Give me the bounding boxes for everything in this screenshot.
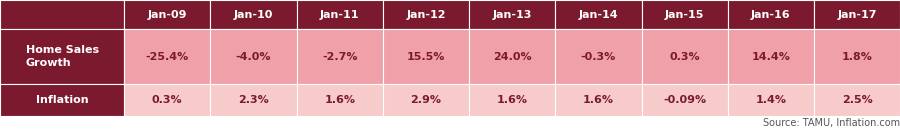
Bar	[728, 29, 814, 84]
Bar	[728, 84, 814, 116]
Bar	[814, 29, 900, 84]
Text: Jan-11: Jan-11	[320, 10, 359, 19]
Text: -0.09%: -0.09%	[663, 95, 706, 105]
Bar	[0, 29, 124, 84]
Text: Jan-16: Jan-16	[751, 10, 791, 19]
Text: Jan-17: Jan-17	[837, 10, 877, 19]
Bar	[382, 84, 469, 116]
Text: 2.9%: 2.9%	[410, 95, 442, 105]
Text: Jan-12: Jan-12	[406, 10, 446, 19]
Bar	[124, 0, 211, 29]
Bar	[297, 84, 382, 116]
Bar	[211, 29, 297, 84]
Bar	[642, 29, 728, 84]
Text: 15.5%: 15.5%	[407, 52, 446, 62]
Bar	[382, 29, 469, 84]
Text: -25.4%: -25.4%	[146, 52, 189, 62]
Bar	[211, 84, 297, 116]
Bar	[124, 84, 211, 116]
Bar	[297, 0, 382, 29]
Text: 14.4%: 14.4%	[752, 52, 790, 62]
Text: -0.3%: -0.3%	[580, 52, 616, 62]
Bar	[0, 84, 124, 116]
Text: 0.3%: 0.3%	[670, 52, 700, 62]
Text: -4.0%: -4.0%	[236, 52, 271, 62]
Bar	[814, 0, 900, 29]
Bar	[555, 84, 642, 116]
Text: 24.0%: 24.0%	[493, 52, 532, 62]
Text: 1.8%: 1.8%	[842, 52, 872, 62]
Text: 0.3%: 0.3%	[152, 95, 183, 105]
Text: Jan-14: Jan-14	[579, 10, 618, 19]
Bar	[211, 0, 297, 29]
Text: 1.4%: 1.4%	[755, 95, 787, 105]
Bar	[297, 29, 382, 84]
Text: 1.6%: 1.6%	[497, 95, 527, 105]
Text: Jan-13: Jan-13	[492, 10, 532, 19]
Bar	[469, 0, 555, 29]
Bar	[555, 29, 642, 84]
Text: Home Sales
Growth: Home Sales Growth	[25, 45, 99, 68]
Bar	[642, 84, 728, 116]
Bar	[382, 0, 469, 29]
Text: -2.7%: -2.7%	[322, 52, 357, 62]
Text: 2.5%: 2.5%	[842, 95, 872, 105]
Text: Jan-10: Jan-10	[234, 10, 274, 19]
Text: Source: TAMU, Inflation.com: Source: TAMU, Inflation.com	[763, 118, 900, 128]
Text: Jan-15: Jan-15	[665, 10, 705, 19]
Bar	[124, 29, 211, 84]
Text: 1.6%: 1.6%	[583, 95, 614, 105]
Bar	[814, 84, 900, 116]
Text: Jan-09: Jan-09	[148, 10, 187, 19]
Bar	[642, 0, 728, 29]
Text: 2.3%: 2.3%	[238, 95, 269, 105]
Bar	[555, 0, 642, 29]
Text: Inflation: Inflation	[36, 95, 88, 105]
Bar	[728, 0, 814, 29]
Bar	[469, 29, 555, 84]
Text: 1.6%: 1.6%	[324, 95, 356, 105]
Bar	[469, 84, 555, 116]
Bar	[0, 0, 124, 29]
